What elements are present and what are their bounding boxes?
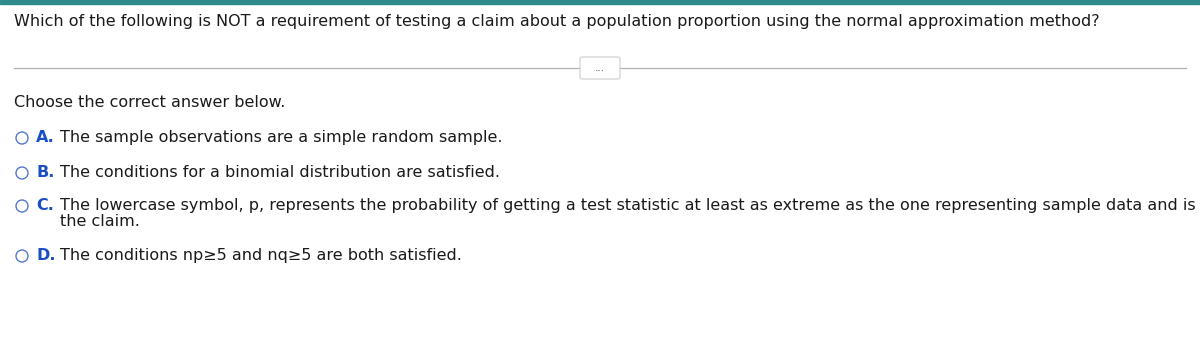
- Text: B.: B.: [36, 165, 54, 180]
- Circle shape: [16, 200, 28, 212]
- Text: A.: A.: [36, 130, 55, 145]
- Text: D.: D.: [36, 248, 55, 263]
- Text: The conditions for a binomial distribution are satisfied.: The conditions for a binomial distributi…: [60, 165, 500, 180]
- Circle shape: [16, 250, 28, 262]
- Text: ...: ...: [595, 63, 605, 73]
- Circle shape: [16, 167, 28, 179]
- Bar: [0, 0, 1200, 4]
- Text: Which of the following is NOT a requirement of testing a claim about a populatio: Which of the following is NOT a requirem…: [14, 14, 1099, 29]
- Circle shape: [16, 132, 28, 144]
- Text: Choose the correct answer below.: Choose the correct answer below.: [14, 95, 286, 110]
- FancyBboxPatch shape: [580, 57, 620, 79]
- Text: The conditions np≥5 and nq≥5 are both satisfied.: The conditions np≥5 and nq≥5 are both sa…: [60, 248, 462, 263]
- Text: C.: C.: [36, 198, 54, 213]
- Text: The lowercase symbol, p, represents the probability of getting a test statistic : The lowercase symbol, p, represents the …: [60, 198, 1200, 213]
- Text: the claim.: the claim.: [60, 214, 140, 229]
- Text: The sample observations are a simple random sample.: The sample observations are a simple ran…: [60, 130, 503, 145]
